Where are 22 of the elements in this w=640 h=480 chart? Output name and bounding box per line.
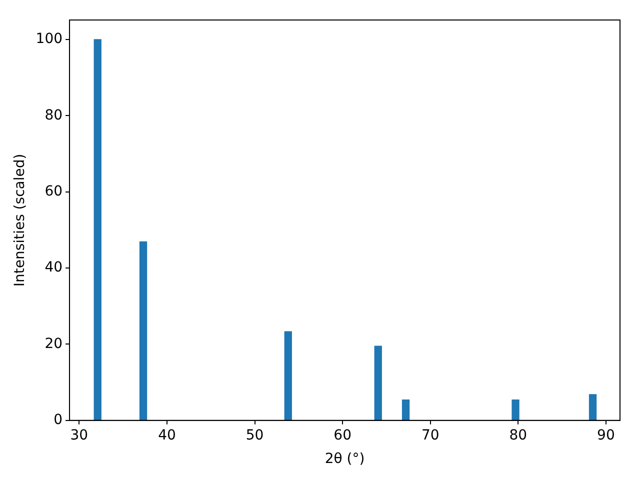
x-tick-label: 40: [158, 427, 176, 444]
y-tick-label: 60: [44, 183, 63, 200]
x-tick-label: 90: [597, 427, 615, 444]
bar: [588, 394, 597, 420]
y-tick-label: 100: [36, 31, 63, 48]
x-tick-label: 50: [246, 427, 264, 444]
x-tick-label: 70: [421, 427, 440, 444]
x-tick-label: 80: [509, 427, 528, 444]
y-tick-label: 0: [54, 412, 63, 428]
bar: [512, 400, 520, 420]
bar: [374, 346, 382, 420]
bar: [402, 400, 410, 420]
y-axis-title: Intensities (scaled): [12, 154, 28, 287]
bar: [94, 39, 102, 420]
y-tick-label: 20: [44, 336, 63, 352]
y-tick-label: 80: [44, 107, 63, 124]
x-axis-title: 2θ (°): [324, 451, 365, 468]
x-tick-label: 60: [334, 427, 352, 444]
x-tick-label: 30: [70, 427, 88, 444]
bar: [139, 241, 148, 420]
y-tick-label: 40: [44, 260, 63, 276]
bar: [284, 331, 292, 420]
